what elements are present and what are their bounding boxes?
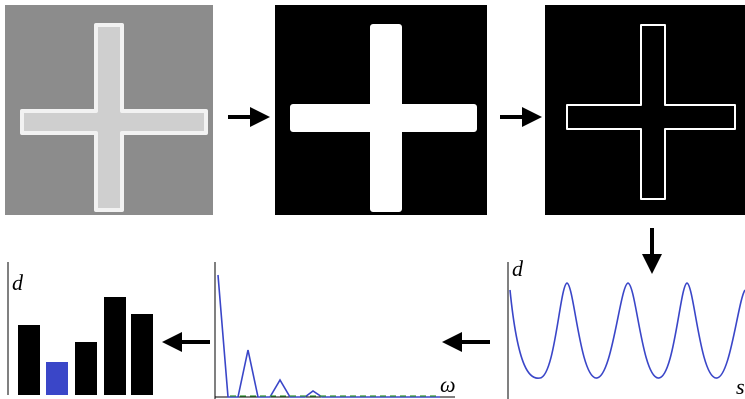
profile-curve — [510, 283, 745, 378]
bar — [18, 325, 40, 395]
bar — [131, 314, 153, 395]
spectrum-line — [218, 275, 440, 397]
feature-bars: d — [8, 262, 153, 395]
pipeline-diagram: d s ω d — [0, 0, 745, 399]
contour-image — [545, 5, 745, 215]
x-axis-label: ω — [440, 372, 456, 397]
bar — [75, 342, 97, 395]
x-axis-label: s — [736, 374, 745, 399]
source-image — [5, 5, 213, 215]
y-axis-label: d — [512, 256, 524, 281]
distance-profile: d s — [508, 256, 745, 399]
binary-image — [275, 5, 487, 215]
bar — [46, 362, 68, 395]
spectrum: ω — [215, 262, 456, 399]
bar — [104, 297, 126, 395]
y-axis-label: d — [12, 270, 24, 295]
